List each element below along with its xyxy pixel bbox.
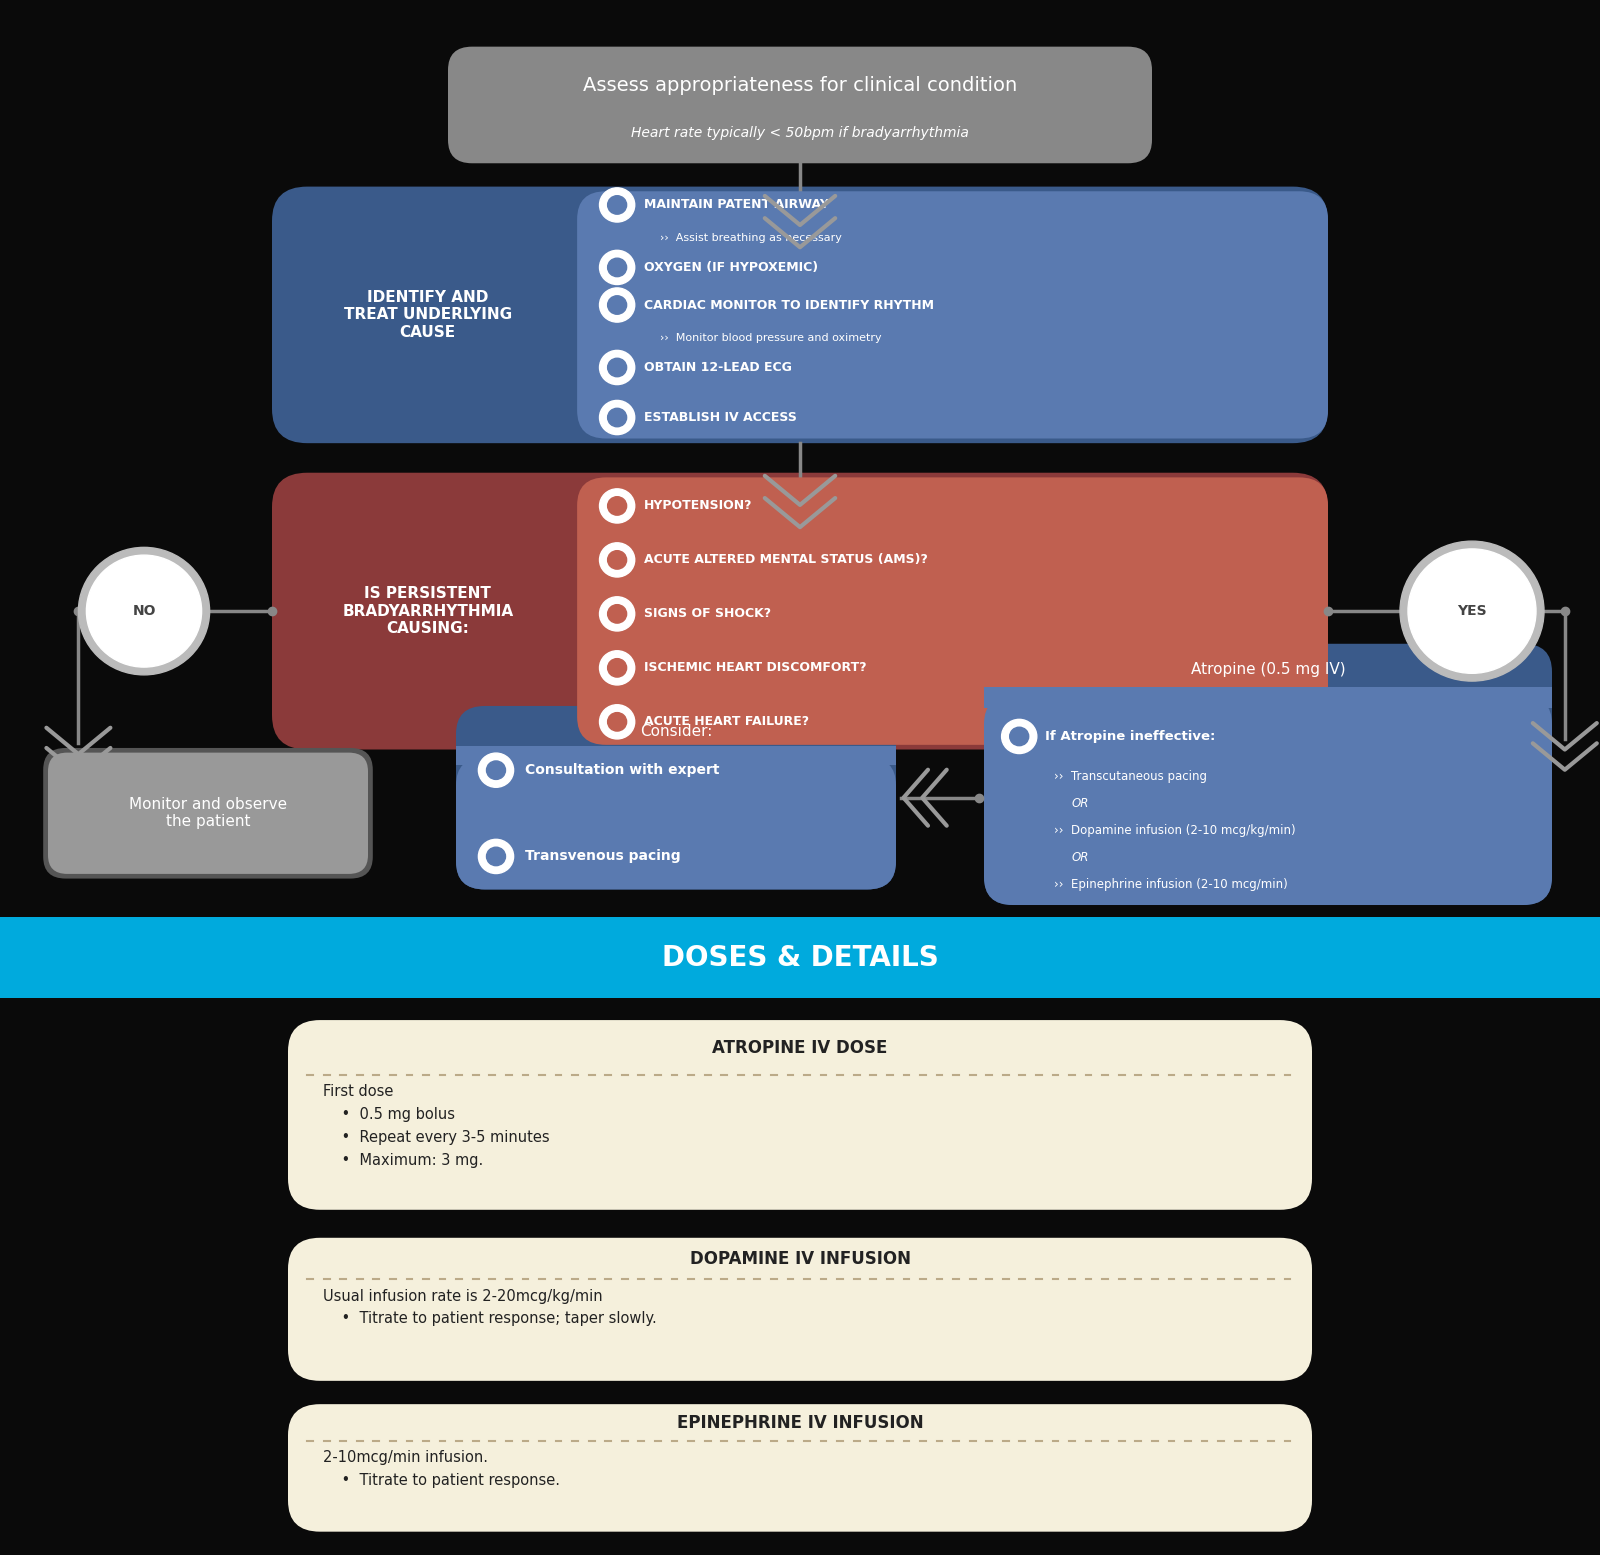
- Circle shape: [600, 650, 635, 684]
- Circle shape: [600, 704, 635, 739]
- Text: ››  Epinephrine infusion (2-10 mcg/min): ›› Epinephrine infusion (2-10 mcg/min): [1054, 877, 1288, 891]
- Text: Atropine (0.5 mg IV): Atropine (0.5 mg IV): [1190, 662, 1346, 678]
- Text: First dose
    •  0.5 mg bolus
    •  Repeat every 3-5 minutes
    •  Maximum: 3: First dose • 0.5 mg bolus • Repeat every…: [323, 1084, 550, 1168]
- Circle shape: [608, 605, 627, 624]
- FancyBboxPatch shape: [456, 706, 896, 889]
- Circle shape: [608, 409, 627, 426]
- Text: EPINEPHRINE IV INFUSION: EPINEPHRINE IV INFUSION: [677, 1413, 923, 1432]
- Circle shape: [86, 555, 202, 667]
- FancyBboxPatch shape: [272, 473, 1328, 750]
- Text: ››  Dopamine infusion (2-10 mcg/kg/min): ›› Dopamine infusion (2-10 mcg/kg/min): [1054, 824, 1296, 837]
- FancyBboxPatch shape: [288, 1404, 1312, 1532]
- Text: DOPAMINE IV INFUSION: DOPAMINE IV INFUSION: [690, 1250, 910, 1267]
- Circle shape: [608, 550, 627, 569]
- Text: HYPOTENSION?: HYPOTENSION?: [645, 499, 754, 513]
- FancyBboxPatch shape: [578, 477, 1328, 745]
- Text: CARDIAC MONITOR TO IDENTIFY RHYTHM: CARDIAC MONITOR TO IDENTIFY RHYTHM: [645, 299, 934, 311]
- Text: NO: NO: [133, 603, 155, 619]
- Text: Assess appropriateness for clinical condition: Assess appropriateness for clinical cond…: [582, 76, 1018, 95]
- Text: ISCHEMIC HEART DISCOMFORT?: ISCHEMIC HEART DISCOMFORT?: [645, 661, 867, 675]
- Text: Usual infusion rate is 2-20mcg/kg/min
    •  Titrate to patient response; taper : Usual infusion rate is 2-20mcg/kg/min • …: [323, 1289, 658, 1326]
- FancyBboxPatch shape: [48, 753, 368, 874]
- Circle shape: [600, 188, 635, 222]
- Circle shape: [608, 358, 627, 376]
- FancyBboxPatch shape: [288, 1238, 1312, 1381]
- Circle shape: [486, 760, 506, 779]
- Text: IDENTIFY AND
TREAT UNDERLYING
CAUSE: IDENTIFY AND TREAT UNDERLYING CAUSE: [344, 289, 512, 341]
- Text: OR: OR: [1072, 798, 1090, 810]
- Circle shape: [600, 543, 635, 577]
- Text: Consider:: Consider:: [640, 725, 712, 739]
- Text: 2-10mcg/min infusion.
    •  Titrate to patient response.: 2-10mcg/min infusion. • Titrate to patie…: [323, 1451, 560, 1488]
- Text: OXYGEN (IF HYPOXEMIC): OXYGEN (IF HYPOXEMIC): [645, 261, 819, 274]
- Circle shape: [486, 847, 506, 866]
- FancyBboxPatch shape: [43, 748, 373, 879]
- Circle shape: [1408, 549, 1536, 673]
- Circle shape: [600, 401, 635, 435]
- Text: ››  Monitor blood pressure and oximetry: ›› Monitor blood pressure and oximetry: [661, 333, 882, 342]
- Circle shape: [600, 597, 635, 631]
- Text: Monitor and observe
the patient: Monitor and observe the patient: [130, 798, 286, 829]
- Text: ATROPINE IV DOSE: ATROPINE IV DOSE: [712, 1039, 888, 1056]
- Text: OR: OR: [1072, 851, 1090, 865]
- Circle shape: [600, 488, 635, 522]
- FancyBboxPatch shape: [984, 644, 1552, 905]
- Circle shape: [608, 295, 627, 314]
- Text: ››  Transcutaneous pacing: ›› Transcutaneous pacing: [1054, 770, 1208, 784]
- Circle shape: [1010, 728, 1029, 746]
- Text: If Atropine ineffective:: If Atropine ineffective:: [1045, 729, 1214, 743]
- FancyBboxPatch shape: [0, 917, 1600, 998]
- FancyBboxPatch shape: [272, 187, 1328, 443]
- Text: MAINTAIN PATENT AIRWAY: MAINTAIN PATENT AIRWAY: [645, 199, 829, 211]
- Circle shape: [600, 250, 635, 285]
- Text: Consultation with expert: Consultation with expert: [525, 764, 720, 778]
- Text: Transvenous pacing: Transvenous pacing: [525, 849, 680, 863]
- FancyBboxPatch shape: [578, 191, 1328, 439]
- FancyBboxPatch shape: [448, 47, 1152, 163]
- Text: ››  Assist breathing as necessary: ›› Assist breathing as necessary: [661, 233, 842, 243]
- Text: ESTABLISH IV ACCESS: ESTABLISH IV ACCESS: [645, 411, 797, 425]
- Circle shape: [1400, 541, 1544, 681]
- FancyBboxPatch shape: [456, 757, 896, 889]
- Circle shape: [600, 350, 635, 384]
- Text: Heart rate typically < 50bpm if bradyarrhythmia: Heart rate typically < 50bpm if bradyarr…: [630, 126, 970, 140]
- Text: ACUTE HEART FAILURE?: ACUTE HEART FAILURE?: [645, 715, 810, 728]
- FancyBboxPatch shape: [984, 687, 1552, 709]
- Circle shape: [608, 659, 627, 676]
- Circle shape: [608, 258, 627, 277]
- Circle shape: [608, 712, 627, 731]
- Text: SIGNS OF SHOCK?: SIGNS OF SHOCK?: [645, 608, 771, 620]
- Circle shape: [1002, 720, 1037, 754]
- Text: IS PERSISTENT
BRADYARRHYTHMIA
CAUSING:: IS PERSISTENT BRADYARRHYTHMIA CAUSING:: [342, 586, 514, 636]
- Circle shape: [608, 496, 627, 515]
- Text: DOSES & DETAILS: DOSES & DETAILS: [662, 944, 938, 972]
- FancyBboxPatch shape: [456, 746, 896, 765]
- FancyBboxPatch shape: [984, 697, 1552, 905]
- Text: OBTAIN 12-LEAD ECG: OBTAIN 12-LEAD ECG: [645, 361, 792, 375]
- Text: ACUTE ALTERED MENTAL STATUS (AMS)?: ACUTE ALTERED MENTAL STATUS (AMS)?: [645, 554, 928, 566]
- Circle shape: [478, 753, 514, 787]
- Circle shape: [600, 288, 635, 322]
- FancyBboxPatch shape: [288, 1020, 1312, 1210]
- Circle shape: [78, 547, 210, 675]
- Text: YES: YES: [1458, 603, 1486, 619]
- Circle shape: [608, 196, 627, 215]
- Circle shape: [478, 840, 514, 874]
